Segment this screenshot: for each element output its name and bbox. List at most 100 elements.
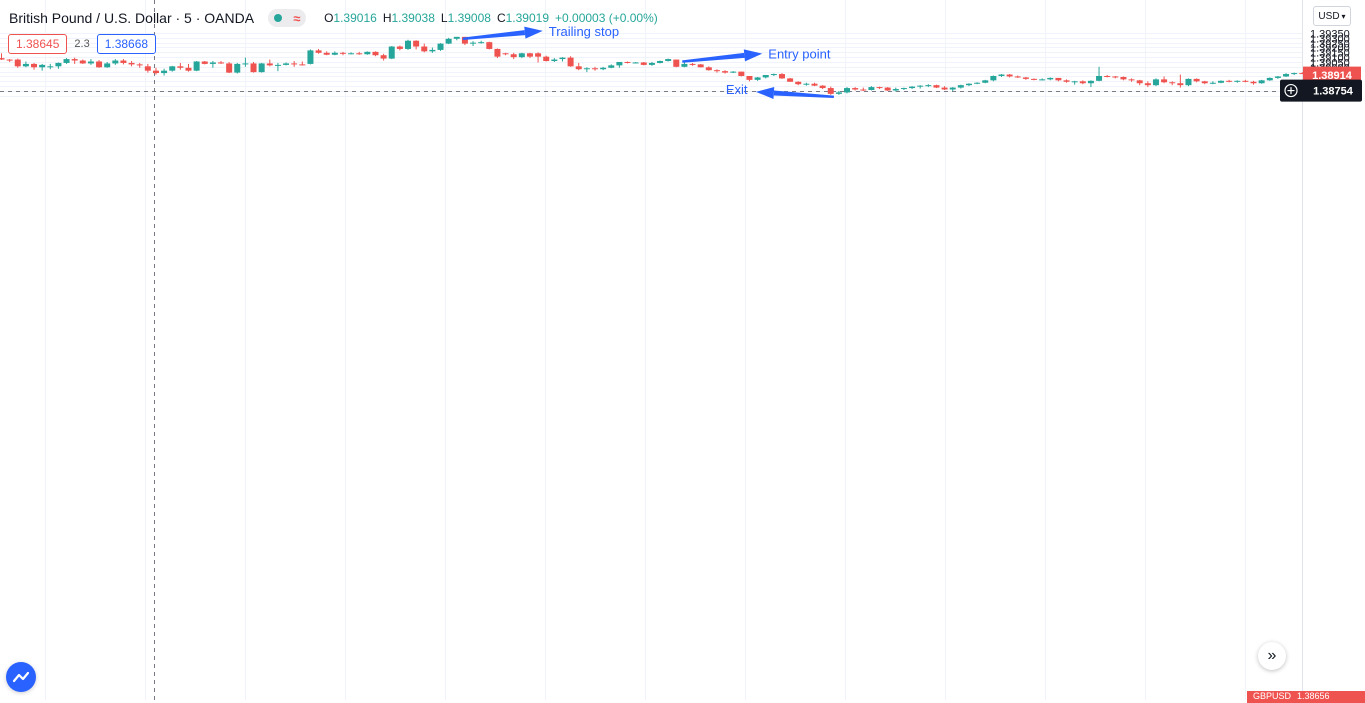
candle-body [1258, 80, 1265, 84]
candle [396, 45, 403, 51]
candle-body [128, 62, 135, 65]
candle [1193, 78, 1200, 83]
candle-body [1218, 80, 1224, 83]
candle-body [470, 42, 477, 44]
tradingview-logo[interactable] [6, 662, 36, 692]
candle-body [1250, 81, 1257, 84]
candle-body [266, 63, 273, 66]
candle [339, 51, 346, 56]
candle [713, 69, 720, 73]
candle-body [624, 61, 631, 63]
symbol-title[interactable]: British Pound / U.S. Dollar · 5 · OANDA [9, 10, 255, 26]
candle [795, 81, 802, 86]
candle [177, 62, 184, 70]
sell-button[interactable]: 1.38645 [8, 34, 68, 54]
candle [819, 85, 826, 90]
candle-body [323, 52, 330, 55]
candle [63, 58, 70, 64]
candle [1112, 75, 1119, 79]
crosshair-plus-icon[interactable] [1284, 83, 1298, 98]
candle-body [803, 83, 810, 85]
last-price-label: 1.38914 [1303, 66, 1361, 84]
candle [1144, 81, 1151, 88]
candle [535, 52, 542, 63]
open-value: O1.39016 [324, 11, 377, 25]
candle [429, 47, 436, 53]
candle [608, 64, 615, 69]
annotation: Entry point [682, 47, 831, 63]
price-tick-label: 1.39150 [1310, 48, 1350, 60]
candle-body [852, 88, 859, 90]
annotation-arrow-head [755, 86, 775, 99]
candle [31, 62, 38, 70]
candle-body [1055, 77, 1062, 81]
candle-body [1193, 78, 1200, 82]
candle [79, 59, 86, 64]
candle [1185, 78, 1192, 87]
candle [331, 51, 338, 56]
candle [380, 53, 387, 61]
candle [1201, 80, 1208, 85]
candle [494, 48, 501, 59]
candle-body [1104, 75, 1111, 77]
candle [486, 41, 493, 50]
svg-text:1.38754: 1.38754 [1313, 86, 1354, 98]
candle [949, 87, 956, 91]
candle-body [884, 87, 891, 91]
candle [1299, 72, 1306, 75]
candle [1079, 80, 1086, 85]
candle [1136, 79, 1143, 86]
candle [323, 51, 330, 56]
candle-body [608, 65, 615, 68]
candle-body [1014, 76, 1021, 78]
candle [957, 84, 964, 89]
candle-body [486, 42, 493, 49]
candle-body [941, 87, 948, 90]
candle-body [63, 59, 70, 63]
candle [201, 61, 208, 65]
candle-body [339, 52, 346, 54]
candle-body [1274, 76, 1281, 78]
candle-body [258, 63, 265, 73]
candle-body [226, 63, 233, 73]
candle-body [844, 88, 851, 93]
candle [152, 67, 159, 75]
candle [218, 61, 225, 64]
candle-body [152, 70, 159, 74]
candle [543, 55, 550, 62]
annotation-arrow-head [743, 49, 763, 62]
wave-icon: ≈ [293, 10, 301, 26]
candle [689, 62, 696, 66]
candle [925, 84, 932, 88]
candle [1096, 66, 1103, 82]
buy-button[interactable]: 1.38668 [96, 34, 157, 54]
candle [388, 46, 395, 60]
candle-body [413, 40, 420, 47]
market-status-pill[interactable]: ≈ [268, 9, 307, 27]
candle-body [0, 58, 5, 60]
candle-body [551, 59, 558, 62]
candle-body [1161, 79, 1168, 83]
candle-body [738, 71, 745, 76]
candle [583, 67, 590, 73]
currency-selector[interactable]: USD ▾ [1313, 6, 1351, 26]
candle-body [535, 53, 542, 57]
candle [413, 40, 420, 50]
candle-body [917, 85, 924, 87]
candle-body [827, 88, 834, 94]
scroll-to-realtime-button[interactable]: » [1258, 642, 1286, 670]
candle [0, 53, 5, 61]
trade-panel: 1.38645 2.3 1.38668 [8, 34, 157, 54]
candle [242, 57, 249, 67]
candle-body [860, 89, 867, 91]
candle-body [120, 60, 127, 63]
annotation: Trailing stop [462, 24, 619, 41]
candle [1291, 72, 1298, 76]
candle-body [291, 63, 298, 65]
candle [640, 61, 647, 66]
candle [185, 63, 192, 72]
candle-body [299, 64, 306, 66]
candle [6, 59, 13, 62]
candle-body [543, 56, 550, 62]
